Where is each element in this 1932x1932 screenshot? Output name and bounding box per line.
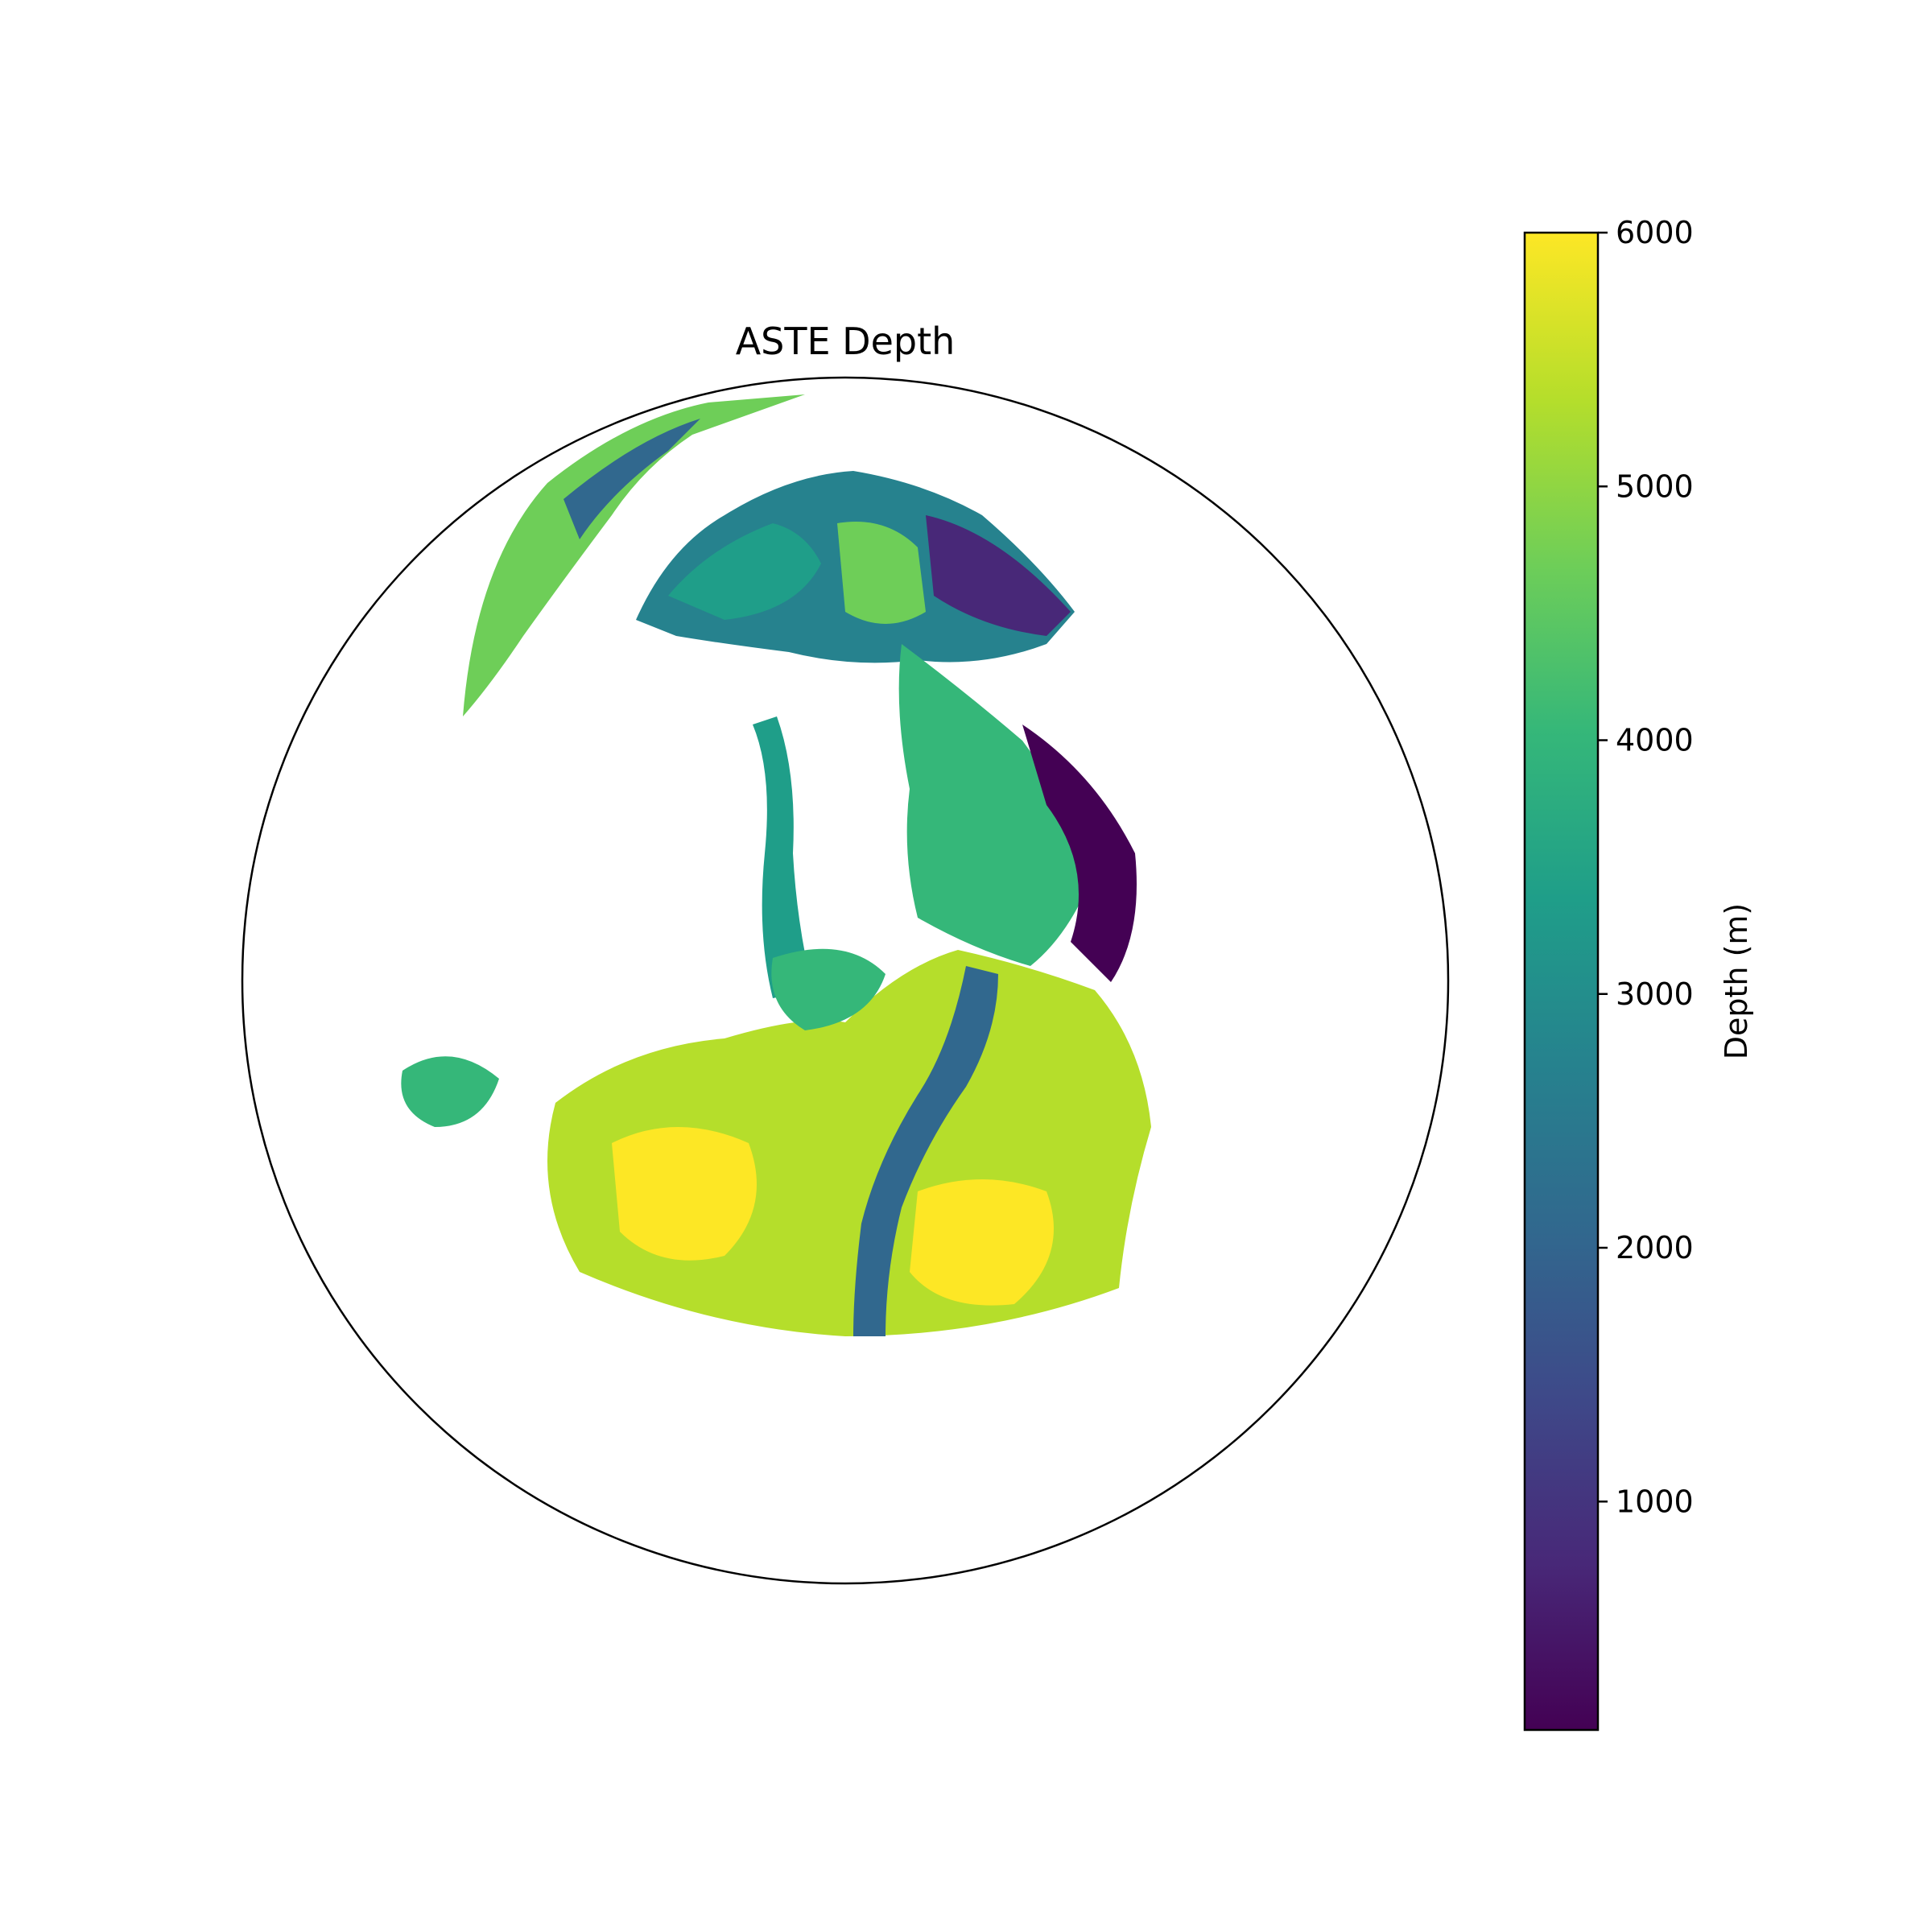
labrador-sea <box>771 948 886 1030</box>
colorbar-tick-label: 3000 <box>1616 976 1694 1012</box>
colorbar-ramp <box>1525 233 1598 1730</box>
eurasian-basin <box>837 522 926 624</box>
bering-shelf <box>564 419 700 539</box>
colorbar-tick-label: 5000 <box>1616 469 1694 504</box>
colorbar: 1000 2000 3000 4000 5000 6000 Depth (m) <box>1523 215 1754 1732</box>
baffin-bay <box>753 716 813 998</box>
map-title: ASTE Depth <box>736 320 956 363</box>
mid-atlantic-ridge <box>853 966 998 1336</box>
nordic-seas <box>898 644 1095 966</box>
arctic-shelf-east <box>926 515 1071 636</box>
bathymetry-field <box>401 394 1151 1336</box>
colorbar-tick-label: 4000 <box>1616 723 1694 758</box>
colorbar-frame <box>1523 231 1600 1732</box>
abyssal-plain-west <box>612 1127 757 1261</box>
colorbar-tick-label: 6000 <box>1616 215 1694 250</box>
abyssal-plain-east <box>910 1179 1054 1306</box>
colorbar-tick-label: 2000 <box>1616 1230 1694 1265</box>
globe-outline <box>241 376 1450 1585</box>
canada-basin <box>668 523 821 620</box>
colorbar-label: Depth (m) <box>1719 903 1754 1060</box>
colorbar-tick-label: 1000 <box>1616 1484 1694 1519</box>
map-globe <box>241 376 1450 1585</box>
colorbar-ticks: 1000 2000 3000 4000 5000 6000 <box>1598 215 1694 1519</box>
gulf-of-mexico <box>401 1056 499 1127</box>
barents-shelf <box>1022 724 1137 982</box>
